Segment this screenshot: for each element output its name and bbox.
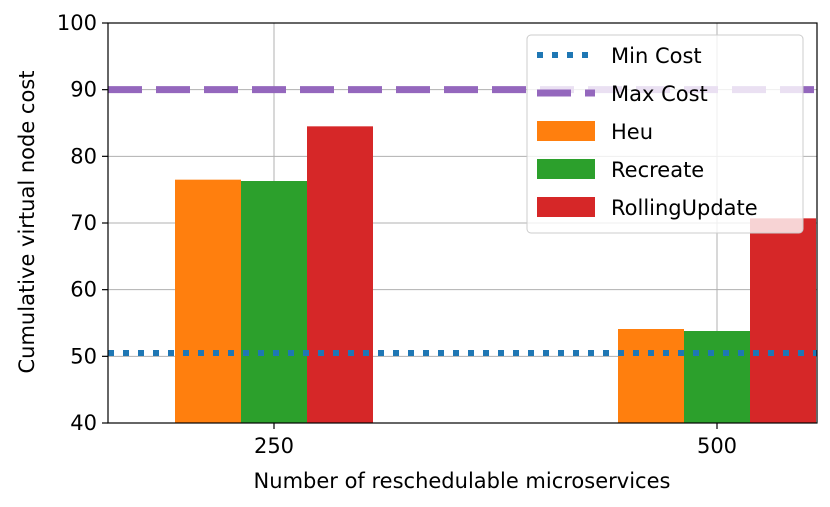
bar-heu-250 bbox=[175, 179, 241, 423]
legend-label: Recreate bbox=[611, 158, 704, 182]
legend-label: Heu bbox=[611, 120, 653, 144]
y-tick-label: 80 bbox=[70, 144, 97, 168]
y-tick-label: 60 bbox=[70, 278, 97, 302]
legend: Min Cost Max Cost Heu Recreate RollingUpdate bbox=[526, 34, 804, 234]
bar-rollingupdate-250 bbox=[307, 126, 373, 423]
legend-swatch-rollingupdate bbox=[537, 197, 595, 217]
legend-label: Min Cost bbox=[611, 44, 702, 68]
legend-swatch-heu bbox=[537, 121, 595, 141]
x-tick-label: 250 bbox=[254, 434, 294, 458]
y-tick-label: 70 bbox=[70, 211, 97, 235]
bars-layer bbox=[175, 126, 816, 423]
bar-recreate-500 bbox=[684, 331, 750, 423]
bar-recreate-250 bbox=[241, 181, 307, 423]
bar-rollingupdate-500 bbox=[750, 218, 816, 423]
x-axis-label: Number of reschedulable microservices bbox=[254, 469, 671, 493]
y-tick-label: 100 bbox=[57, 11, 97, 35]
y-tick-label: 40 bbox=[70, 411, 97, 435]
legend-swatch-recreate bbox=[537, 159, 595, 179]
y-tick-label: 50 bbox=[70, 344, 97, 368]
ticks-layer: 40 50 60 70 80 90 100 250 500 bbox=[57, 11, 737, 458]
y-tick-label: 90 bbox=[70, 78, 97, 102]
bar-heu-500 bbox=[618, 329, 684, 423]
legend-label: RollingUpdate bbox=[611, 196, 758, 220]
x-tick-label: 500 bbox=[697, 434, 737, 458]
legend-box bbox=[526, 34, 804, 234]
legend-label: Max Cost bbox=[611, 82, 708, 106]
y-axis-label: Cumulative virtual node cost bbox=[15, 70, 39, 373]
